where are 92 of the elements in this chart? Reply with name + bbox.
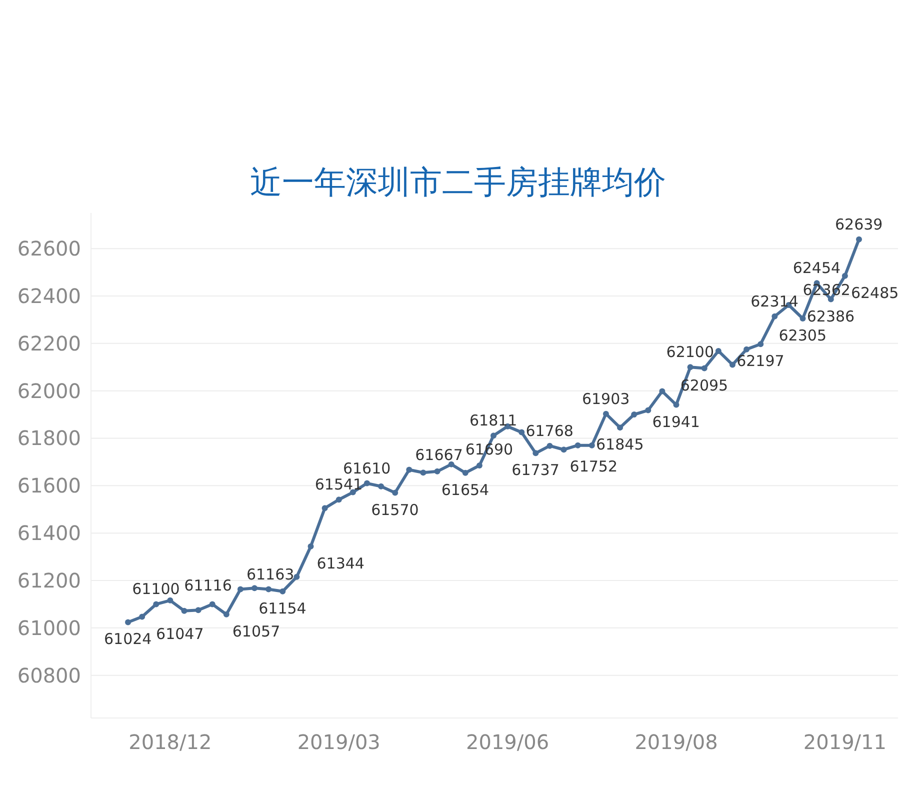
point: [420, 470, 426, 476]
data-label: 61024: [104, 630, 152, 648]
y-tick-label: 60800: [17, 663, 81, 688]
point: [322, 505, 328, 512]
point: [378, 483, 384, 490]
point: [336, 496, 342, 503]
point: [280, 588, 286, 594]
point: [602, 410, 609, 417]
data-label: 61541: [314, 476, 363, 494]
data-label: 61057: [232, 622, 280, 640]
y-tick-label: 62600: [17, 236, 81, 261]
chart-title: 近一年深圳市二手房挂牌均价: [250, 163, 666, 201]
point: [856, 236, 862, 242]
point: [448, 461, 454, 468]
point: [701, 365, 708, 372]
point: [772, 313, 778, 320]
point: [294, 574, 300, 580]
data-label: 61610: [342, 459, 391, 478]
point: [406, 466, 412, 473]
data-label: 62454: [792, 259, 841, 278]
data-label: 62100: [666, 343, 714, 362]
data-label: 61737: [512, 461, 560, 480]
point: [181, 608, 188, 614]
data-label: 61941: [652, 412, 700, 431]
point: [364, 480, 370, 486]
point: [687, 364, 694, 370]
point: [462, 470, 468, 476]
point: [842, 272, 848, 279]
data-label: 61344: [316, 554, 364, 572]
y-tick-label: 61000: [17, 616, 81, 640]
point: [560, 446, 567, 453]
data-label: 61163: [246, 565, 294, 584]
y-tick-label: 61800: [17, 426, 81, 450]
x-tick-label: 2019/03: [297, 730, 380, 754]
data-label: 61667: [415, 446, 463, 464]
point: [645, 407, 652, 414]
data-label: 61047: [156, 624, 204, 643]
data-label: 61654: [441, 480, 490, 499]
y-tick-label: 61200: [17, 568, 81, 592]
y-tick-label: 62000: [17, 378, 81, 403]
data-label: 62485: [850, 284, 899, 302]
y-tick-label: 61600: [17, 474, 81, 498]
data-label: 61768: [526, 422, 574, 440]
point: [715, 348, 722, 354]
point: [195, 607, 202, 614]
point: [223, 611, 230, 618]
point: [758, 341, 764, 348]
point: [659, 388, 666, 394]
point: [617, 424, 624, 431]
point: [546, 442, 553, 449]
point: [574, 442, 581, 448]
point: [125, 619, 131, 626]
point: [744, 346, 750, 352]
data-label: 61570: [371, 500, 419, 519]
point: [631, 412, 638, 418]
point: [532, 450, 539, 456]
y-tick-label: 62400: [17, 284, 81, 308]
y-tick-label: 61400: [17, 521, 81, 546]
point: [800, 316, 806, 322]
data-label: 62314: [750, 292, 798, 310]
x-tick-label: 2019/06: [466, 730, 550, 754]
y-tick-label: 62200: [17, 331, 81, 356]
point: [167, 597, 174, 604]
data-label: 61116: [184, 576, 232, 594]
point: [490, 432, 496, 439]
x-tick-label: 2019/08: [634, 730, 718, 754]
data-label: 61845: [596, 436, 644, 454]
point: [729, 362, 736, 368]
point: [518, 429, 525, 436]
point: [673, 402, 680, 408]
data-label: 61752: [570, 458, 618, 476]
x-tick-label: 2019/11: [803, 730, 886, 754]
data-label: 61811: [470, 412, 518, 430]
point: [392, 490, 398, 496]
point: [588, 442, 595, 448]
point: [153, 601, 160, 608]
point: [266, 586, 272, 592]
data-label: 61154: [258, 599, 306, 618]
data-label: 61903: [582, 390, 630, 408]
point: [237, 586, 244, 592]
x-tick-label: 2018/12: [128, 730, 212, 754]
data-label: 61100: [132, 580, 180, 598]
point: [209, 601, 216, 608]
point: [434, 468, 440, 474]
point: [252, 585, 258, 592]
data-label: 62386: [806, 307, 855, 326]
data-label: 62639: [835, 215, 883, 234]
point: [139, 614, 146, 620]
point: [308, 543, 314, 550]
data-label: 62197: [736, 352, 784, 370]
point: [476, 462, 482, 468]
data-label: 62305: [778, 326, 826, 345]
